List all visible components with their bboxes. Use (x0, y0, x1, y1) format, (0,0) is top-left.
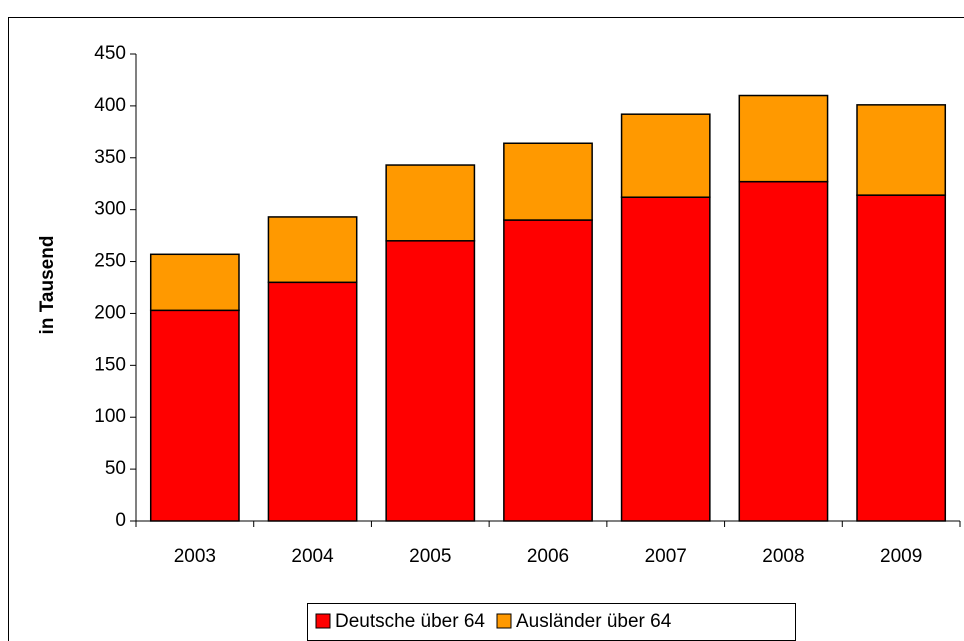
bar-segment (385, 164, 476, 242)
y-tick-label: 250 (94, 251, 126, 272)
bar-segment (738, 180, 829, 522)
legend-swatch (315, 613, 331, 629)
y-tick-label: 300 (94, 199, 126, 220)
bar-segment (503, 219, 593, 522)
bar-segment (620, 113, 711, 198)
y-tick-label: 200 (94, 302, 126, 323)
y-tick-label: 400 (94, 95, 126, 116)
x-tick-label: 2009 (880, 546, 922, 567)
bar-segment (267, 216, 358, 284)
bar-segment (856, 194, 947, 522)
bar-segment (149, 253, 240, 312)
x-tick-label: 2008 (762, 546, 804, 567)
bar-segment (503, 142, 593, 221)
y-tick-label: 100 (94, 406, 126, 427)
y-tick-label: 350 (94, 147, 126, 168)
bar-segment (620, 196, 711, 522)
legend-label: Ausländer über 64 (516, 611, 672, 632)
y-tick-label: 150 (94, 354, 126, 375)
bar-segment (385, 240, 476, 522)
legend-swatch (496, 613, 512, 629)
x-tick-label: 2003 (174, 546, 216, 567)
legend-box (307, 603, 796, 641)
bar-segment (149, 309, 240, 522)
bar-segment (267, 281, 358, 522)
y-tick-label: 0 (115, 510, 126, 531)
bar-segment (856, 104, 947, 196)
legend-label: Deutsche über 64 (335, 611, 485, 632)
x-tick-label: 2004 (291, 546, 334, 567)
x-tick-label: 2006 (527, 546, 569, 567)
x-tick-label: 2005 (409, 546, 451, 567)
bar-segment (738, 94, 829, 183)
y-tick-label: 450 (94, 43, 126, 64)
x-tick-label: 2007 (645, 546, 687, 567)
y-tick-label: 50 (105, 458, 126, 479)
y-axis-label: in Tausend (37, 236, 58, 335)
